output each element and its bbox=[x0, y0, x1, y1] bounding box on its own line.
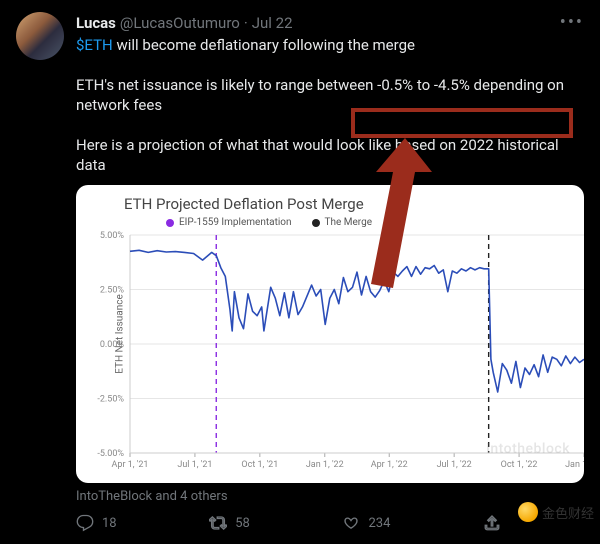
chart-svg: -5.00% -2.50% 0.00% 2.50% 5.00% Apr 1, '21 Jul… bbox=[76, 185, 584, 483]
text-line-1: will become deflationary following the m… bbox=[113, 36, 415, 54]
badge-icon bbox=[518, 502, 538, 522]
svg-text:5.00%: 5.00% bbox=[100, 231, 125, 241]
text-line-3-highlight: based on 2022 historical bbox=[391, 136, 559, 154]
reply-count: 18 bbox=[102, 516, 117, 531]
retweet-button[interactable]: 58 bbox=[209, 514, 250, 532]
share-icon bbox=[483, 514, 501, 532]
tweet-body: Lucas @LucasOutumuro · Jul 22 ••• $ETH w… bbox=[76, 12, 584, 532]
image-attribution[interactable]: IntoTheBlock and 4 others bbox=[76, 489, 584, 504]
tweet-date[interactable]: Jul 22 bbox=[252, 14, 293, 32]
tweet-header: Lucas @LucasOutumuro · Jul 22 ••• bbox=[76, 12, 584, 33]
source-badge: 金色财经 bbox=[518, 502, 594, 522]
user-handle[interactable]: @LucasOutumuro bbox=[120, 14, 240, 32]
like-button[interactable]: 234 bbox=[342, 514, 390, 532]
svg-text:2.50%: 2.50% bbox=[100, 286, 125, 296]
chart-watermark: intotheblock bbox=[486, 441, 570, 457]
svg-text:Jan 1, '23: Jan 1, '23 bbox=[565, 460, 584, 470]
svg-text:Jul 1, '21: Jul 1, '21 bbox=[177, 460, 212, 470]
heart-icon bbox=[342, 514, 360, 532]
share-button[interactable] bbox=[483, 514, 501, 532]
retweet-icon bbox=[209, 514, 227, 532]
tweet-actions: 18 58 234 bbox=[76, 514, 501, 532]
tweet-text: $ETH will become deflationary following … bbox=[76, 35, 584, 175]
svg-text:-2.50%: -2.50% bbox=[97, 395, 124, 405]
svg-text:Apr 1, '22: Apr 1, '22 bbox=[371, 460, 408, 470]
svg-text:Jul 1, '22: Jul 1, '22 bbox=[437, 460, 472, 470]
text-line-2: ETH's net issuance is likely to range be… bbox=[76, 75, 584, 115]
text-line-3b: data bbox=[76, 156, 106, 174]
chart-card[interactable]: ETH Projected Deflation Post Merge EIP-1… bbox=[76, 185, 584, 483]
avatar[interactable] bbox=[16, 12, 64, 60]
display-name[interactable]: Lucas bbox=[76, 14, 116, 32]
more-icon[interactable]: ••• bbox=[560, 12, 584, 33]
separator: · bbox=[244, 14, 248, 32]
tweet-container: Lucas @LucasOutumuro · Jul 22 ••• $ETH w… bbox=[0, 0, 600, 544]
text-line-3a: Here is a projection of what that would … bbox=[76, 136, 391, 154]
reply-button[interactable]: 18 bbox=[76, 514, 117, 532]
svg-text:0.00%: 0.00% bbox=[100, 340, 125, 350]
reply-icon bbox=[76, 514, 94, 532]
badge-text: 金色财经 bbox=[542, 503, 594, 522]
ticker-link[interactable]: $ETH bbox=[76, 36, 113, 54]
svg-text:Apr 1, '21: Apr 1, '21 bbox=[112, 460, 149, 470]
svg-text:Jan 1, '22: Jan 1, '22 bbox=[306, 460, 344, 470]
svg-text:-5.00%: -5.00% bbox=[97, 449, 124, 459]
svg-text:Oct 1, '21: Oct 1, '21 bbox=[241, 460, 278, 470]
like-count: 234 bbox=[368, 516, 390, 531]
svg-text:Oct 1, '22: Oct 1, '22 bbox=[501, 460, 538, 470]
retweet-count: 58 bbox=[235, 516, 250, 531]
